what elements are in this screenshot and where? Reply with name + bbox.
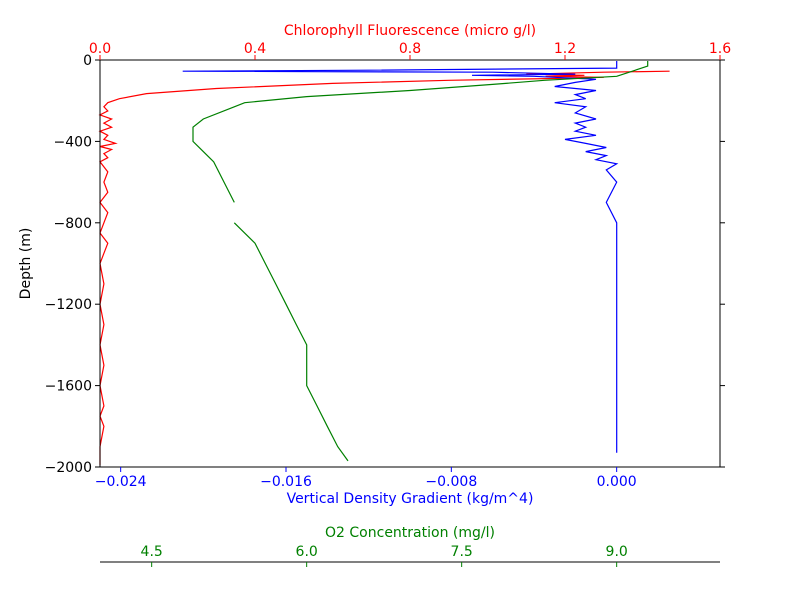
chlorophyll-tick-label: 1.6 — [709, 41, 731, 57]
chlorophyll-tick-label: 0.0 — [89, 41, 111, 57]
plot-frame — [99, 59, 721, 468]
o2-tick-label: 9.0 — [606, 544, 628, 560]
y-tick-label: −1600 — [45, 379, 92, 395]
density-tick-label: −0.024 — [95, 474, 147, 490]
density-tick-label: −0.016 — [260, 474, 312, 490]
series-layer — [98, 61, 670, 465]
chlorophyll-tick-label: 0.8 — [399, 41, 421, 57]
o2-tick-label: 7.5 — [451, 544, 473, 560]
y-tick-label: 0 — [83, 53, 92, 69]
y-tick-label: −1200 — [45, 297, 92, 313]
chlorophyll-tick-label: 0.4 — [244, 41, 266, 57]
density-tick-label: −0.008 — [425, 474, 477, 490]
o2-line — [233, 222, 349, 462]
chlorophyll-line — [98, 70, 670, 465]
chlorophyll-axis-label: Chlorophyll Fluorescence (micro g/l) — [284, 23, 536, 39]
o2-tick-label: 6.0 — [296, 544, 318, 560]
y-tick-label: −400 — [54, 134, 92, 150]
density-axis-label: Vertical Density Gradient (kg/m^4) — [287, 491, 534, 507]
o2-axis-label: O2 Concentration (mg/l) — [325, 525, 495, 541]
density-tick-label: 0.000 — [597, 474, 637, 490]
y-tick-label: −2000 — [45, 460, 92, 476]
o2-tick-label: 4.5 — [141, 544, 163, 560]
depth-axis-label: Depth (m) — [18, 228, 34, 300]
o2-line — [192, 61, 649, 203]
density-line — [182, 61, 619, 453]
chlorophyll-tick-label: 1.2 — [554, 41, 576, 57]
y-tick-label: −800 — [54, 216, 92, 232]
tick-layer: 0 −400 −800 −1200 −1600 −2000 0.0 0.4 0.8 1.2 1.6 −… — [45, 41, 731, 567]
